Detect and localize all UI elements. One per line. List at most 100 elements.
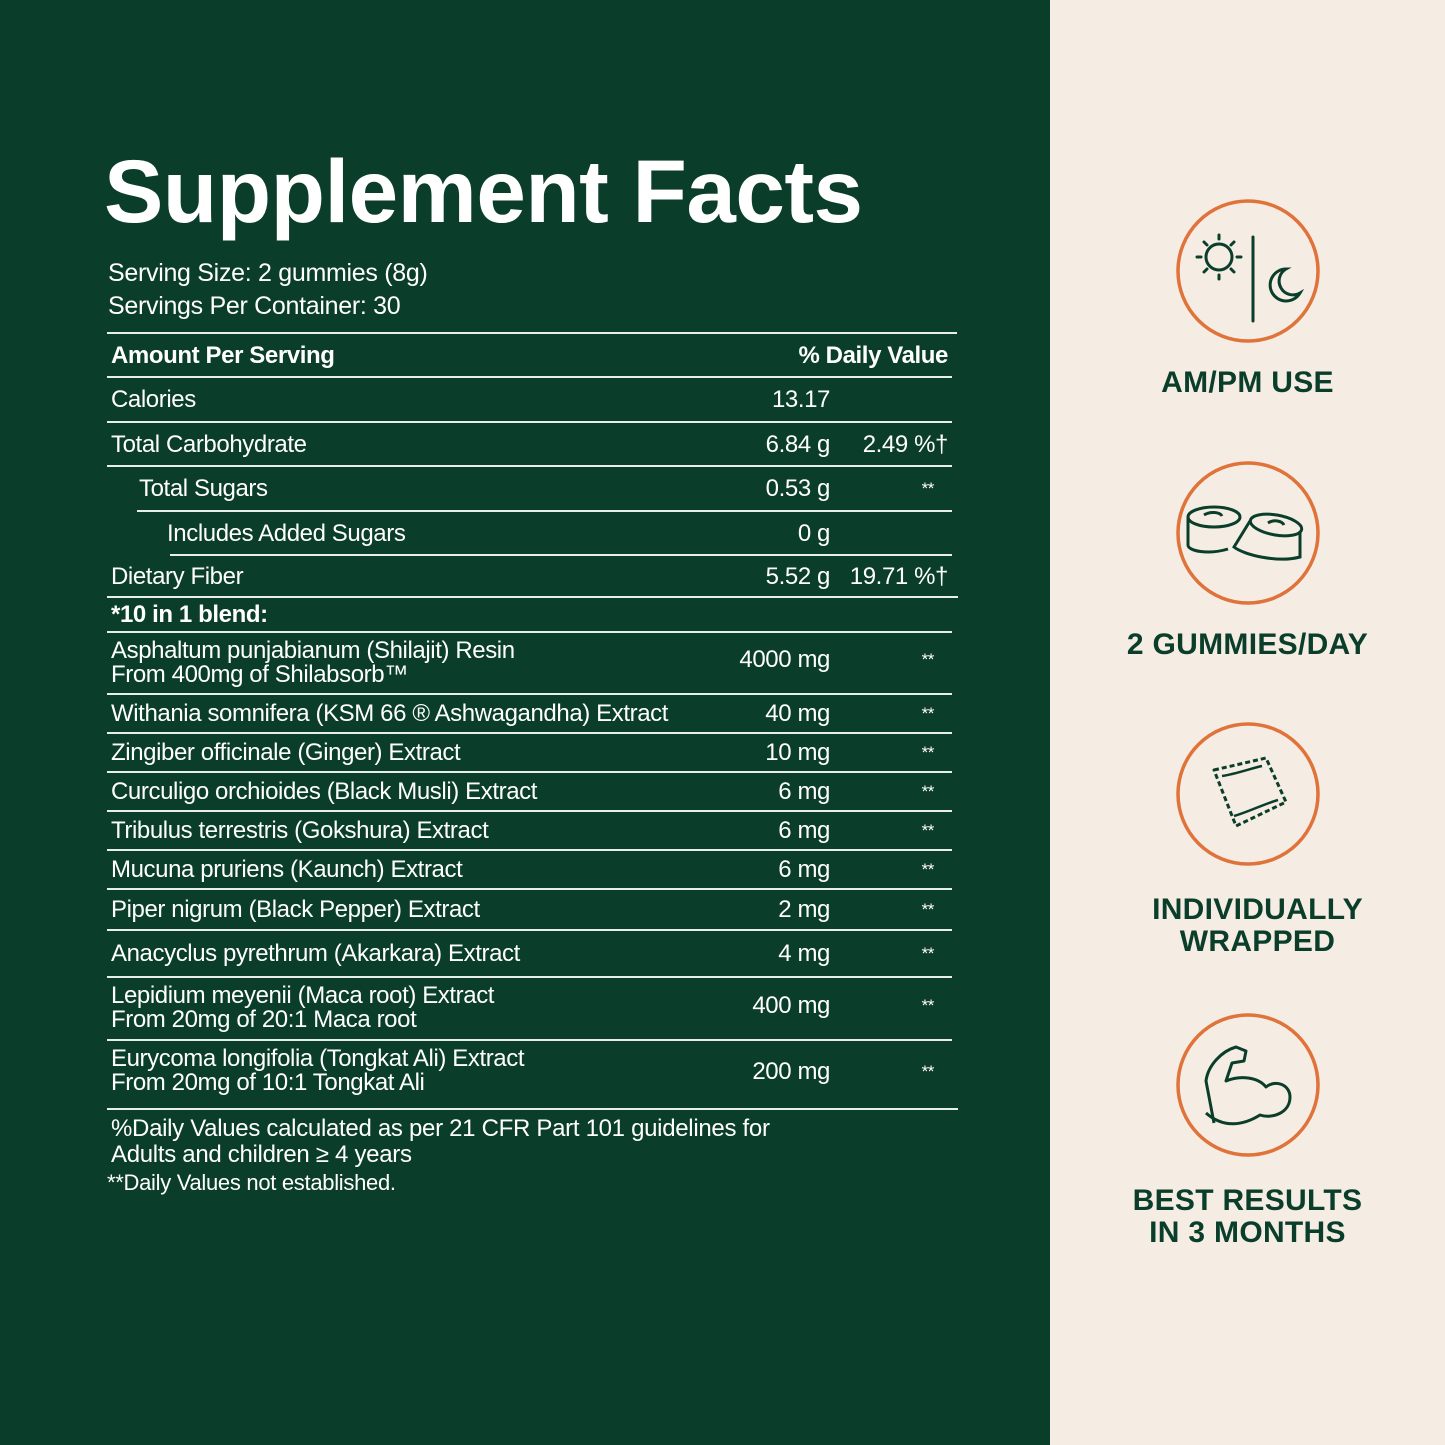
badge-gummies: 2 GUMMIES/DAY — [1050, 459, 1445, 661]
servings-per-container: Servings Per Container: 30 — [108, 292, 401, 320]
table-row: Piper nigrum (Black Pepper) Extract 2 mg *… — [107, 889, 952, 930]
nutrient-name: Dietary Fiber — [111, 562, 244, 590]
badge-results: BEST RESULTS IN 3 MONTHS — [1050, 1011, 1445, 1249]
nutrient-amount: 6 mg — [778, 856, 830, 883]
table-row: Total Sugars 0.53 g ** — [107, 466, 952, 511]
nutrient-amount: 4000 mg — [739, 646, 830, 673]
nutrient-source: From 20mg of 20:1 Maca root — [111, 1006, 417, 1033]
table-rule — [107, 732, 952, 734]
nutrient-name: Zingiber officinale (Ginger) Extract — [111, 739, 461, 766]
nutrient-name: Piper nigrum (Black Pepper) Extract — [111, 896, 480, 923]
nutrient-daily-value: ** — [921, 743, 935, 762]
nutrient-daily-value: ** — [921, 821, 935, 840]
nutrient-name: Asphaltum punjabianum (Shilajit) Resin — [111, 637, 515, 664]
table-rule — [107, 1039, 952, 1041]
nutrient-name: Curculigo orchioides (Black Musli) Extra… — [111, 778, 538, 805]
nutrient-amount: 40 mg — [765, 700, 830, 727]
nutrient-name: Tribulus terrestris (Gokshura) Extract — [111, 817, 489, 844]
table-rule — [107, 465, 952, 467]
table-rule — [107, 421, 952, 423]
nutrient-name: Calories — [111, 386, 196, 413]
nutrient-amount: 6 mg — [778, 817, 830, 844]
nutrient-daily-value: ** — [921, 900, 935, 919]
nutrient-amount: 0.53 g — [765, 475, 831, 502]
nutrient-daily-value: ** — [921, 704, 935, 723]
nutrient-name: Amount Per Serving — [111, 341, 335, 369]
table-header: Amount Per Serving % Daily Value — [107, 333, 952, 377]
table-rule — [170, 554, 952, 556]
nutrient-amount: 13.17 — [771, 386, 830, 413]
table-rule — [107, 888, 952, 890]
table-rule — [137, 510, 952, 512]
footnote-daily-values: %Daily Values calculated as per 21 CFR P… — [111, 1115, 770, 1142]
sun-moon-icon — [1175, 199, 1320, 343]
badge-label-line-1: BEST RESULTS — [1132, 1184, 1363, 1217]
table-row: Mucuna pruriens (Kaunch) Extract 6 mg ** — [107, 850, 952, 889]
table-rule — [107, 849, 952, 851]
table-rule — [107, 631, 952, 633]
nutrient-name: Lepidium meyenii (Maca root) Extract — [111, 982, 495, 1009]
badge-label-line-2: WRAPPED — [1179, 925, 1336, 958]
nutrient-name: Mucuna pruriens (Kaunch) Extract — [111, 856, 463, 883]
page-title: Supplement Facts — [104, 141, 863, 241]
nutrient-amount: 2 mg — [778, 896, 830, 923]
badge-label: AM/PM USE — [1161, 366, 1334, 399]
table-row: Calories 13.17 — [107, 377, 952, 422]
table-rule — [107, 771, 952, 773]
nutrient-name: Total Carbohydrate — [111, 430, 307, 458]
nutrient-daily-value: ** — [921, 995, 935, 1015]
table-row: Total Carbohydrate 6.84 g 2.49 %† — [107, 422, 952, 466]
nutrient-amount: 10 mg — [765, 739, 830, 766]
table-row: Includes Added Sugars 0 g — [107, 511, 952, 555]
table-row: Dietary Fiber 5.52 g 19.71 %† — [107, 555, 952, 597]
nutrient-name: Total Sugars — [139, 475, 268, 502]
nutrient-amount: 200 mg — [752, 1057, 830, 1085]
table-rule — [107, 693, 952, 695]
table-row: *10 in 1 blend: — [107, 597, 952, 632]
nutrient-daily-value: ** — [921, 860, 935, 879]
nutrient-amount: 0 g — [797, 519, 831, 547]
table-row: Tribulus terrestris (Gokshura) Extract 6 … — [107, 811, 952, 850]
nutrient-daily-value: ** — [921, 650, 935, 669]
nutrient-source: From 400mg of Shilabsorb™ — [111, 661, 408, 688]
nutrient-daily-value: 2.49 %† — [862, 430, 949, 458]
nutrient-amount: 400 mg — [752, 991, 830, 1019]
nutrient-name: *10 in 1 blend: — [111, 601, 268, 628]
nutrient-daily-value: ** — [921, 782, 935, 801]
nutrient-amount: 6.84 g — [765, 430, 831, 458]
nutrient-source: From 20mg of 10:1 Tongkat Ali — [111, 1069, 425, 1096]
nutrient-name: Withania somnifera (KSM 66 ® Ashwagandha… — [111, 700, 669, 727]
table-row: Asphaltum punjabianum (Shilajit) Resin Fr… — [107, 632, 952, 694]
badge-am-pm: AM/PM USE — [1050, 197, 1445, 399]
nutrient-name: Anacyclus pyrethrum (Akarkara) Extract — [111, 940, 520, 967]
gummies-icon — [1175, 461, 1320, 605]
badge-wrapped: INDIVIDUALLY WRAPPED — [1050, 720, 1445, 958]
nutrient-amount: 6 mg — [778, 778, 830, 805]
table-row: Withania somnifera (KSM 66 ® Ashwagandha… — [107, 694, 952, 733]
table-row: Lepidium meyenii (Maca root) Extract From… — [107, 977, 952, 1040]
table-rule — [107, 929, 952, 931]
table-rule — [107, 976, 952, 978]
daily-value-header: % Daily Value — [798, 341, 948, 369]
table-row: Eurycoma longifolia (Tongkat Ali) Extrac… — [107, 1040, 952, 1109]
badge-label-line-1: INDIVIDUALLY — [1152, 893, 1363, 926]
nutrient-amount: 5.52 g — [765, 562, 831, 590]
nutrient-daily-value: ** — [921, 1061, 935, 1081]
nutrient-daily-value: 19.71 %† — [849, 562, 949, 590]
table-rule — [107, 810, 952, 812]
features-panel: AM/PM USE 2 GUMMIES/DAY INDIVIDUALLY WRA… — [1050, 0, 1445, 1445]
supplement-facts-panel: Supplement Facts Serving Size: 2 gummies… — [104, 141, 958, 1195]
flexed-arm-icon — [1175, 1013, 1320, 1157]
table-rule — [107, 376, 952, 378]
nutrient-amount: 4 mg — [778, 940, 830, 967]
wrapper-icon — [1175, 722, 1320, 866]
serving-size: Serving Size: 2 gummies (8g) — [108, 259, 428, 287]
table-row: Zingiber officinale (Ginger) Extract 10 m… — [107, 733, 952, 772]
table-row: Curculigo orchioides (Black Musli) Extra… — [107, 772, 952, 811]
nutrient-name: Includes Added Sugars — [167, 519, 406, 547]
footnote-age: Adults and children ≥ 4 years — [111, 1141, 412, 1168]
nutrient-daily-value: ** — [921, 944, 935, 963]
footnote-not-established: **Daily Values not established. — [107, 1170, 396, 1195]
table-row: Anacyclus pyrethrum (Akarkara) Extract 4 … — [107, 930, 952, 977]
badge-label: 2 GUMMIES/DAY — [1126, 628, 1369, 661]
